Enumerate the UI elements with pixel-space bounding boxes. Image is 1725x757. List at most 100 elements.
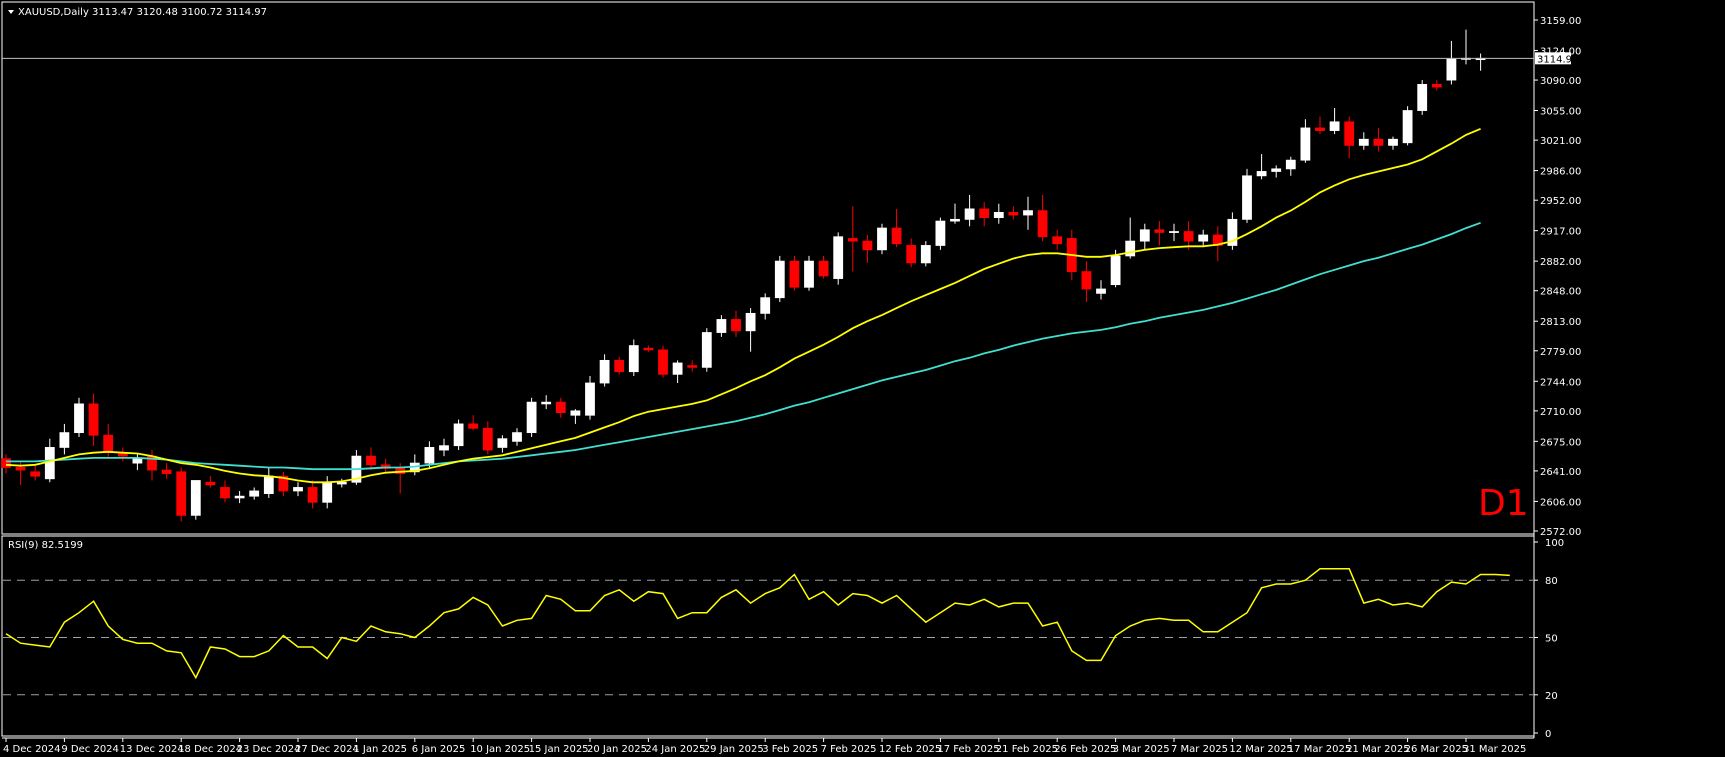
candle [234,490,245,504]
candle-body [1227,218,1238,246]
rsi-tick-label: 100 [1545,538,1564,549]
candle [424,441,435,468]
candle-body [1,458,11,468]
candle [541,395,552,410]
candle [774,255,785,303]
time-tick-label: 18 Dec 2024 [178,744,242,755]
candle [643,345,654,352]
candle-body [468,423,479,429]
candle [132,454,143,471]
candle-body [716,319,727,333]
candle [672,360,683,384]
candle-body [1271,168,1282,172]
candle [555,397,566,418]
candle-body [1198,234,1209,242]
candle-body [74,403,84,434]
candle-body [585,382,595,416]
timeframe-badge: D1 [1478,483,1529,524]
candle-body [249,490,260,497]
price-axis-ticks: 3159.00 3124.00 3090.00 3055.00 3021.00 2986.… [1534,16,1581,538]
candle [1139,223,1150,250]
dropdown-triangle-icon[interactable] [8,10,14,14]
candle [220,480,230,503]
main-panel-frame [1,1,1535,535]
candle [979,201,990,227]
candle-body [935,220,946,246]
candle-body [847,238,858,242]
candle-body [190,480,201,516]
time-tick-label: 24 Jan 2025 [645,744,705,755]
candle [687,360,698,372]
candle-body [950,218,960,222]
time-tick-label: 10 Jan 2025 [470,744,530,755]
candle [453,419,464,451]
candle-body [453,423,464,447]
moving-averages [5,127,1481,484]
current-price-box [1535,52,1571,65]
rsi-line [5,567,1510,680]
candle [1285,156,1296,176]
time-tick-label: 31 Mar 2025 [1463,744,1526,755]
candle [920,241,931,267]
candle [1475,53,1486,71]
candle [1227,212,1238,250]
candle [585,376,595,420]
candle [278,471,289,497]
candle-body [745,312,756,332]
candle-body [1110,255,1121,286]
time-tick-label: 1 Jan 2025 [353,744,407,755]
candle [1081,261,1092,303]
candle [263,467,274,498]
rsi-tick-label: 80 [1545,576,1558,587]
ma-slow-line [6,221,1481,471]
candle-body [701,332,712,368]
candle-body [1344,121,1355,146]
candle-body [424,447,435,464]
candle [1110,249,1121,288]
candle [804,255,814,291]
candle-body [1139,229,1150,242]
candle-body [220,487,230,499]
rsi-header: RSI(9) 82.5199 [8,540,83,551]
price-tick-label: 2917.00 [1540,227,1581,238]
candle-body [278,475,289,492]
candle [30,464,41,481]
candle [906,238,917,268]
candle [59,423,70,455]
candle [658,345,668,378]
candle-body [88,403,99,436]
rsi-level-lines [3,579,1533,696]
candle-body [1023,210,1033,216]
candle-body [833,236,844,279]
candle-body [774,260,785,299]
candle-body [1183,231,1194,242]
price-tick-label: 3021.00 [1540,136,1581,147]
candle [1461,29,1471,65]
price-tick-label: 2848.00 [1540,287,1581,298]
time-tick-label: 3 Feb 2025 [762,744,818,755]
candle [1344,116,1355,159]
rsi-panel-frame [1,535,1535,737]
candle [190,480,201,520]
candle [1183,221,1194,250]
candle [1096,280,1106,300]
candle [1402,106,1413,146]
candle-body [103,434,114,454]
symbol-header: XAUUSD,Daily 3113.47 3120.48 3100.72 311… [18,7,267,18]
candle [1329,107,1340,135]
candle-body [263,475,274,494]
candle [701,328,712,372]
candle-body [1096,288,1106,294]
candle [1388,136,1398,150]
candle-body [760,297,771,314]
rsi-axis-ticks: 100 80 50 20 0 [1534,538,1564,740]
candle-body [1242,175,1252,220]
candle [176,467,187,522]
candle-body [1052,236,1063,245]
time-tick-label: 9 Dec 2024 [61,744,119,755]
candle-body [906,245,917,264]
candle [1008,206,1019,220]
candle [161,463,172,479]
